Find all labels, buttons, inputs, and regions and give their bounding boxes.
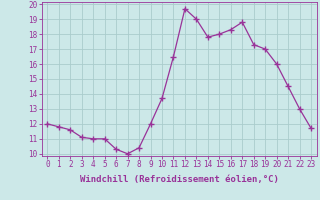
X-axis label: Windchill (Refroidissement éolien,°C): Windchill (Refroidissement éolien,°C) [80, 175, 279, 184]
